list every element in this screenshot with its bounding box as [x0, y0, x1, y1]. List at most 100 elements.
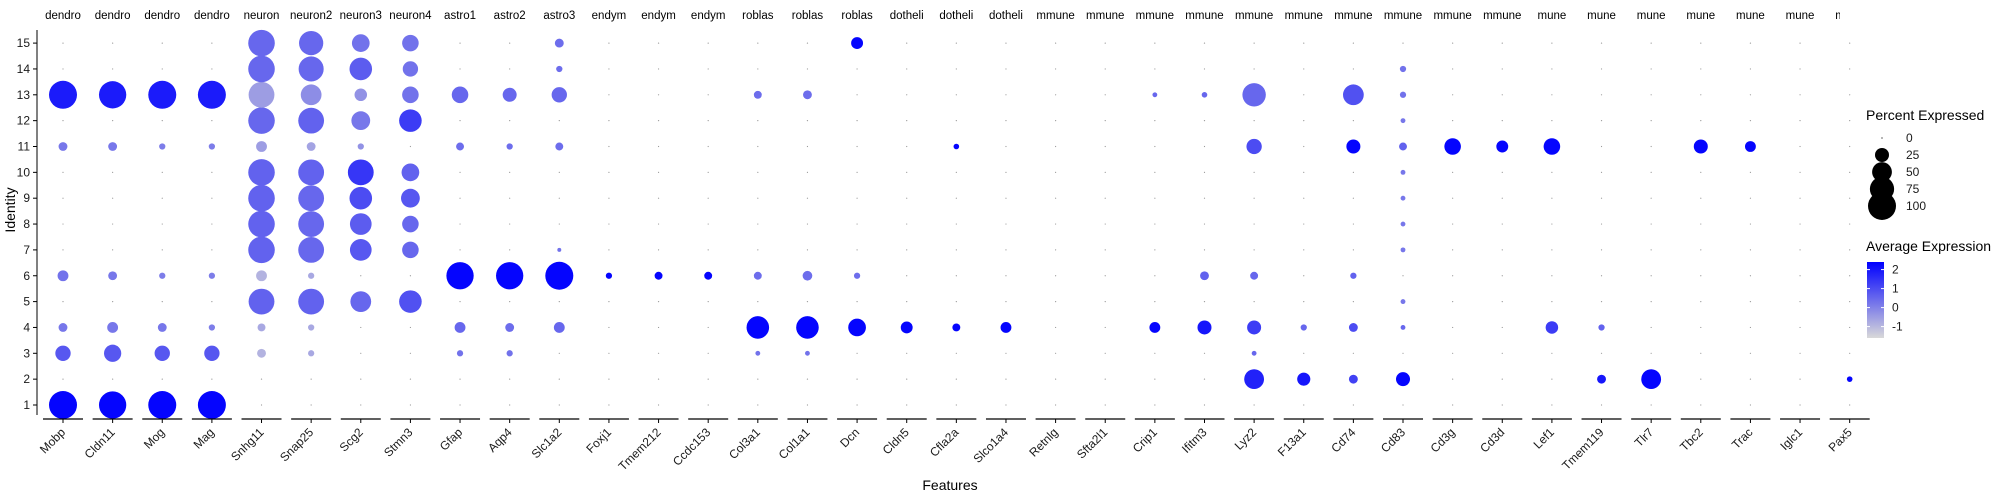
dot-Lef1-1-empty — [1551, 404, 1553, 406]
dot-Cd3d-1-empty — [1501, 404, 1503, 406]
legend-size-label-100: 100 — [1906, 199, 1926, 213]
dot-Tmem212-10-empty — [657, 171, 660, 173]
dot-Tlr7-10-empty — [1650, 171, 1652, 173]
dot-Cldn11-14-empty — [112, 68, 114, 70]
dot-Slc1a2-1-empty — [558, 404, 560, 406]
dot-Aqp4-12-empty — [509, 120, 511, 122]
dot-Col1a1-4 — [796, 316, 819, 339]
dot-Gfap-1-empty — [459, 404, 461, 406]
dot-Mog-7-empty — [161, 249, 163, 251]
dot-Cd83-1-empty — [1402, 404, 1404, 406]
dot-Slc1a2-13 — [551, 87, 567, 103]
dot-Tmem119-8-empty — [1600, 223, 1603, 225]
x-tick-label-Cd74: Cd74 — [1328, 425, 1358, 455]
dot-Snap25-4 — [308, 324, 315, 331]
y-tick-label-3: 3 — [23, 346, 30, 360]
y-tick-label-7: 7 — [23, 243, 30, 257]
dot-Cd74-6 — [1350, 272, 1357, 279]
dot-Pax5-10-empty — [1849, 171, 1851, 173]
dot-Ifitm3-8-empty — [1203, 223, 1206, 225]
legend-size-label-50: 50 — [1906, 165, 1920, 179]
dot-Snap25-1-empty — [310, 404, 312, 406]
x-tick-label-Scg2: Scg2 — [337, 425, 366, 454]
dot-F13a1-7-empty — [1303, 249, 1305, 251]
group-label-17: dotheli — [890, 10, 924, 22]
legend-size-dot-25 — [1875, 148, 1889, 162]
dot-Cldn5-2-empty — [906, 378, 908, 380]
x-tick-label-Mag: Mag — [191, 425, 217, 451]
group-label-15: roblas — [792, 10, 824, 22]
dot-Slco1a4-4 — [1000, 322, 1012, 333]
dot-Cd3d-14-empty — [1501, 68, 1503, 70]
dot-Trac-2-empty — [1749, 378, 1752, 380]
dot-Foxj1-1-empty — [608, 404, 610, 406]
dot-Cd3d-15-empty — [1501, 42, 1503, 44]
dot-Col3a1-14-empty — [757, 68, 759, 70]
dot-F13a1-14-empty — [1303, 68, 1305, 70]
dot-Foxj1-11-empty — [608, 145, 610, 148]
dot-Cldn11-7-empty — [112, 249, 114, 251]
dot-Scg2-2-empty — [360, 378, 362, 380]
dot-Cd83-11 — [1399, 142, 1407, 151]
dot-Mag-13 — [197, 80, 226, 109]
dot-Snap25-13 — [300, 84, 322, 106]
dot-Tbc2-11 — [1693, 139, 1708, 154]
dot-Col3a1-15-empty — [757, 42, 759, 44]
dot-Crip1-15-empty — [1154, 42, 1156, 44]
group-label-25: mmune — [1285, 10, 1323, 22]
dot-Sftа2l1-9-empty — [1104, 197, 1106, 199]
dot-Stmn3-2-empty — [409, 378, 412, 380]
dot-Cldn11-4 — [107, 322, 119, 333]
dot-Gfap-7-empty — [459, 249, 461, 251]
dot-Col3a1-7-empty — [757, 249, 759, 251]
dot-Crip1-13 — [1152, 92, 1158, 98]
dot-Trac-11 — [1744, 141, 1756, 152]
dot-Cfla2a-7-empty — [955, 249, 957, 251]
dot-Ccdc153-7-empty — [707, 249, 709, 251]
dot-Col1a1-14-empty — [806, 68, 809, 70]
group-label-22: mmune — [1136, 10, 1174, 22]
dot-Tmem119-5-empty — [1600, 301, 1603, 303]
dot-Ifitm3-2-empty — [1203, 378, 1206, 380]
dot-Mag-8-empty — [211, 223, 213, 225]
dot-Lyz2-11 — [1246, 138, 1262, 155]
dot-Cd3d-5-empty — [1501, 301, 1503, 303]
dot-Col1a1-12-empty — [806, 120, 809, 122]
group-label-8: astro1 — [444, 10, 476, 22]
dot-Tmem119-7-empty — [1600, 249, 1603, 251]
dot-Mobp-11 — [58, 142, 68, 151]
x-tick-label-Dcn: Dcn — [837, 425, 862, 450]
dot-Mog-8-empty — [161, 223, 163, 225]
dot-Col1a1-9-empty — [806, 197, 809, 199]
dot-Trac-4-empty — [1749, 326, 1752, 329]
dot-Snhg11-2-empty — [260, 378, 263, 380]
dot-Cd3g-9-empty — [1452, 197, 1454, 199]
dot-Lyz2-10-empty — [1253, 171, 1255, 173]
dot-Crip1-5-empty — [1154, 301, 1156, 303]
dot-Sftа2l1-10-empty — [1104, 171, 1106, 173]
dot-Scg2-10 — [347, 159, 374, 186]
dot-Iglc1-3-empty — [1799, 352, 1801, 354]
dot-Cd3g-10-empty — [1452, 171, 1454, 173]
dot-Retnlg-12-empty — [1055, 120, 1057, 122]
dot-Slco1a4-7-empty — [1005, 249, 1007, 251]
dot-Cd3g-6-empty — [1452, 275, 1454, 277]
dot-Pax5-9-empty — [1849, 197, 1851, 199]
group-label-36: mune — [1835, 10, 1864, 22]
dot-Snhg11-1-empty — [260, 404, 263, 406]
dot-F13a1-3-empty — [1303, 352, 1305, 354]
dot-F13a1-1-empty — [1303, 404, 1305, 406]
x-tick-label-Snhg11: Snhg11 — [228, 425, 267, 464]
group-label-34: mune — [1736, 10, 1765, 22]
dot-Foxj1-2-empty — [608, 378, 610, 380]
dot-Cldn11-15-empty — [112, 42, 114, 44]
dot-Lyz2-5-empty — [1253, 301, 1255, 303]
dot-Aqp4-15-empty — [509, 42, 511, 44]
dot-Mog-6 — [159, 272, 166, 279]
dot-Mog-5-empty — [161, 301, 163, 303]
dot-Mag-5-empty — [211, 301, 213, 303]
dot-Sftа2l1-4-empty — [1104, 326, 1106, 329]
dot-Slco1a4-2-empty — [1005, 378, 1007, 380]
legend-size-title: Percent Expressed — [1866, 107, 1984, 123]
dot-Snhg11-5 — [248, 288, 275, 315]
